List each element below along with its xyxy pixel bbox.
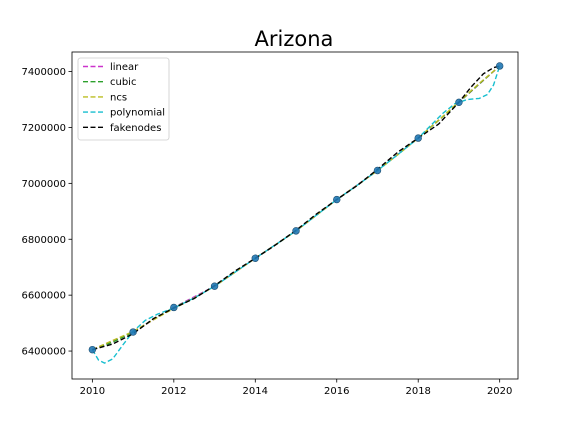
legend-label-ncs: ncs bbox=[110, 92, 127, 103]
y-tick-label: 6800000 bbox=[21, 235, 66, 246]
legend: linear cubic ncs polynomial fakenodes bbox=[77, 57, 170, 141]
data-point bbox=[251, 254, 259, 262]
data-point bbox=[373, 166, 382, 175]
legend-label-fakenodes: fakenodes bbox=[110, 123, 161, 134]
legend-label-cubic: cubic bbox=[110, 77, 136, 88]
y-tick-label: 6600000 bbox=[21, 291, 66, 302]
y-tick-label: 7000000 bbox=[21, 179, 66, 190]
data-points-layer bbox=[88, 62, 504, 354]
y-axis: 6400000 6600000 6800000 7000000 7200000 74000… bbox=[21, 67, 72, 358]
x-axis: 2010 2012 2014 2016 2018 2020 bbox=[80, 379, 512, 397]
chart-title: Arizona bbox=[255, 27, 334, 51]
data-point bbox=[292, 227, 300, 235]
plot-frame bbox=[71, 51, 519, 380]
x-tick-label: 2020 bbox=[487, 386, 512, 397]
data-point bbox=[129, 328, 137, 336]
legend-box bbox=[77, 57, 170, 141]
data-point bbox=[88, 345, 97, 354]
data-point bbox=[170, 303, 178, 312]
x-tick-label: 2016 bbox=[324, 386, 349, 397]
x-tick-label: 2010 bbox=[80, 386, 105, 397]
y-tick-label: 6400000 bbox=[21, 347, 66, 358]
x-tick-label: 2014 bbox=[243, 386, 268, 397]
x-tick-label: 2018 bbox=[405, 386, 430, 397]
data-point bbox=[210, 282, 219, 290]
series-line-fakenodes bbox=[92, 65, 500, 351]
data-point bbox=[495, 62, 504, 70]
data-point bbox=[333, 195, 341, 204]
legend-label-linear: linear bbox=[110, 62, 139, 73]
data-point bbox=[455, 98, 463, 107]
y-tick-label: 7200000 bbox=[21, 123, 66, 134]
y-tick-label: 7400000 bbox=[21, 67, 66, 78]
x-tick-label: 2012 bbox=[161, 386, 186, 397]
legend-label-polynomial: polynomial bbox=[110, 108, 165, 119]
data-point bbox=[414, 134, 422, 142]
